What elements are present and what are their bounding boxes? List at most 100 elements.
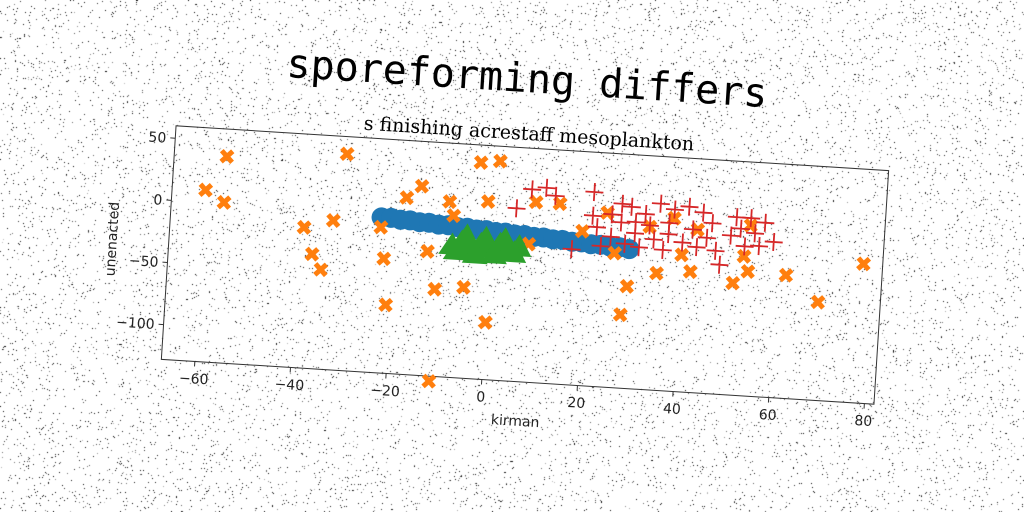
red-plus-point <box>636 204 655 224</box>
orange-x-point <box>304 246 320 262</box>
orange-x-point <box>421 373 437 389</box>
x-axis-label: kirman <box>490 412 540 431</box>
red-plus-point <box>673 233 692 252</box>
orange-x-point <box>736 248 752 264</box>
red-plus-point <box>651 194 670 213</box>
red-plus-point <box>653 240 672 260</box>
y-tick-label: 50 <box>148 130 167 147</box>
x-tick-label: −40 <box>274 377 304 395</box>
scatter-plot: −60 −40 −20 0 20 40 60 80 50 0 −50 −100 kirman unenac… <box>102 125 890 431</box>
red-plus-point <box>683 220 702 239</box>
red-plus-point <box>585 183 604 202</box>
orange-x-point <box>219 148 235 164</box>
red-plus-point <box>742 209 761 228</box>
red-plus-point <box>537 178 556 197</box>
red-plus-point <box>644 230 663 249</box>
orange-x-point <box>427 281 443 297</box>
green-triangle-point <box>442 237 469 261</box>
red-plus-point <box>546 186 565 205</box>
red-plus-point <box>680 197 699 216</box>
orange-x-point <box>339 146 355 162</box>
series-plus <box>507 178 783 274</box>
x-tick-label: 40 <box>663 401 682 418</box>
red-plus-point <box>640 216 659 235</box>
red-plus-point <box>697 228 716 247</box>
red-plus-point <box>735 237 754 256</box>
red-plus-point <box>625 224 645 243</box>
red-plus-point <box>622 197 641 216</box>
y-tick-label: 0 <box>153 192 163 209</box>
orange-x-point <box>574 223 590 239</box>
red-plus-point <box>756 213 775 232</box>
green-triangle-point <box>453 223 480 247</box>
red-plus-point <box>731 219 750 238</box>
orange-x-point <box>778 267 794 283</box>
orange-x-point <box>456 279 472 295</box>
red-plus-point <box>507 199 526 218</box>
orange-x-point <box>414 178 430 194</box>
green-triangle-point <box>491 227 518 250</box>
orange-x-point <box>325 213 341 229</box>
orange-x-point <box>607 245 623 261</box>
orange-x-point <box>612 307 628 323</box>
orange-x-point <box>419 243 435 259</box>
green-triangle-point <box>472 225 499 249</box>
orange-x-point <box>446 208 462 224</box>
red-plus-point <box>665 200 684 219</box>
red-plus-point <box>615 234 634 253</box>
orange-x-point <box>473 154 489 170</box>
red-plus-point <box>687 238 706 257</box>
orange-x-point <box>442 194 458 210</box>
red-plus-point <box>562 240 581 259</box>
red-plus-point <box>710 255 729 274</box>
chart-title: sporeforming differs <box>285 41 769 117</box>
y-axis-label: unenacted <box>102 201 123 276</box>
red-plus-point <box>706 241 725 260</box>
red-plus-point <box>694 203 713 222</box>
orange-x-point <box>296 219 312 235</box>
red-plus-point <box>613 194 632 213</box>
red-plus-point <box>746 224 765 243</box>
orange-x-point <box>674 247 690 263</box>
plot-frame <box>160 125 890 405</box>
orange-x-point <box>682 264 698 280</box>
chart-subtitle: s finishing acrestaff mesoplankton <box>363 113 695 156</box>
x-tick-label: 0 <box>476 389 486 406</box>
red-plus-point <box>583 206 602 225</box>
red-plus-point <box>750 237 769 256</box>
red-plus-point <box>601 227 620 246</box>
orange-x-point <box>528 194 544 210</box>
orange-x-point <box>552 196 568 212</box>
red-plus-point <box>612 213 631 232</box>
red-plus-point <box>523 180 542 199</box>
series-triangle <box>438 223 532 265</box>
orange-x-point <box>619 278 635 294</box>
y-tick-label: −100 <box>116 315 155 333</box>
red-plus-point <box>591 237 610 256</box>
orange-x-point <box>810 294 826 310</box>
x-tick-label: −20 <box>370 383 400 401</box>
red-plus-point <box>659 225 678 244</box>
y-tick-label: −50 <box>128 253 158 271</box>
orange-x-point <box>600 205 615 221</box>
orange-x-point <box>378 297 394 313</box>
orange-x-point <box>198 182 214 198</box>
orange-x-point <box>856 256 872 272</box>
red-plus-point <box>629 238 648 257</box>
red-plus-point <box>721 226 740 245</box>
orange-x-point <box>216 194 232 210</box>
red-plus-point <box>587 218 607 237</box>
orange-x-point <box>649 265 665 281</box>
orange-x-point <box>477 314 493 330</box>
x-tick-label: 80 <box>854 413 873 430</box>
orange-x-point <box>399 190 415 206</box>
green-triangle-point <box>500 240 527 263</box>
orange-x-point <box>740 264 756 280</box>
series-x <box>198 146 872 389</box>
x-tick-label: 20 <box>567 395 586 412</box>
green-triangle-point <box>480 241 507 265</box>
red-plus-point <box>703 214 722 233</box>
orange-x-point <box>313 262 329 278</box>
green-triangle-point <box>461 241 488 265</box>
